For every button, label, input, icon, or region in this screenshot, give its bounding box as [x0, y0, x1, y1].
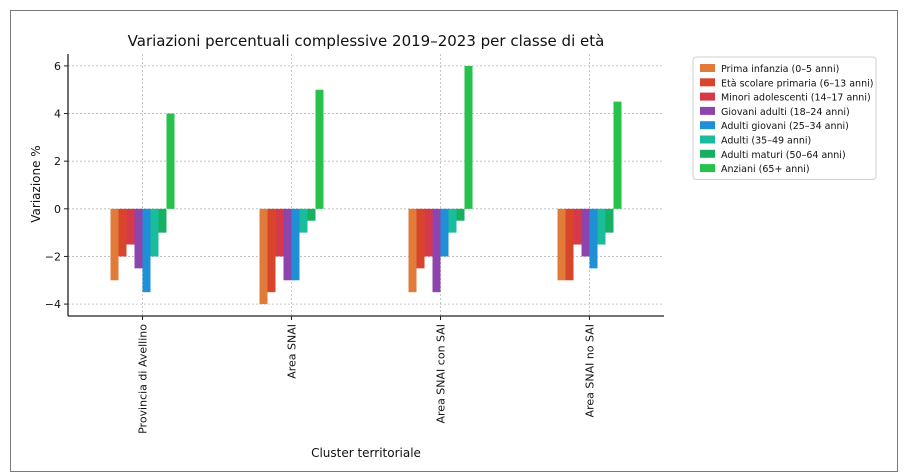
bar	[307, 208, 316, 221]
bar	[613, 101, 622, 209]
x-tick-label: Area SNAI con SAI	[435, 324, 448, 424]
legend-swatch	[700, 78, 715, 87]
bar	[456, 208, 465, 221]
legend-swatch	[700, 149, 715, 158]
y-tick-label: 2	[54, 155, 61, 168]
legend-label: Prima infanzia (0–5 anni)	[721, 64, 839, 75]
bar	[597, 208, 606, 245]
bar	[166, 113, 175, 209]
y-tick-label: −4	[45, 298, 61, 311]
legend-swatch	[700, 106, 715, 115]
legend: Prima infanzia (0–5 anni) Età scolare pri…	[692, 56, 877, 180]
legend-label: Anziani (65+ anni)	[721, 164, 810, 175]
axes	[67, 54, 664, 317]
legend-label: Minori adolescenti (14–17 anni)	[721, 93, 871, 104]
bar	[589, 208, 598, 269]
legend-box	[692, 56, 877, 180]
bar	[416, 208, 425, 269]
bar	[110, 208, 119, 281]
bar	[573, 208, 582, 245]
x-tick-label: Area SNAI	[286, 324, 299, 379]
bar	[432, 208, 441, 293]
legend-label: Adulti (35–49 anni)	[721, 136, 811, 147]
bar	[118, 208, 127, 257]
bar	[267, 208, 276, 293]
y-tick-label: 0	[54, 203, 61, 216]
bar	[408, 208, 417, 293]
legend-swatch	[700, 92, 715, 101]
x-tick-label: Area SNAI no SAI	[584, 324, 597, 417]
x-axis-label: Cluster territoriale	[311, 446, 421, 460]
bar	[126, 208, 135, 245]
bar	[581, 208, 590, 257]
legend-label: Giovani adulti (18–24 anni)	[721, 107, 850, 118]
bar	[464, 65, 473, 209]
bar	[448, 208, 457, 233]
legend-swatch	[700, 135, 715, 144]
y-tick-label: 6	[54, 60, 61, 73]
x-tick-label: Provincia di Avellino	[137, 324, 150, 434]
bar	[259, 208, 268, 305]
legend-label: Adulti giovani (25–34 anni)	[721, 121, 849, 132]
x-categories: Provincia di Avellino Area SNAI Area SNAI …	[137, 316, 597, 434]
legend-label: Età scolare primaria (6–13 anni)	[721, 78, 873, 89]
bar	[291, 208, 300, 281]
bar	[315, 89, 324, 209]
bar	[158, 208, 167, 233]
y-tick-label: 4	[54, 108, 61, 121]
bar	[150, 208, 159, 257]
legend-swatch	[700, 164, 715, 173]
bar	[275, 208, 284, 257]
bar	[142, 208, 151, 293]
bar	[605, 208, 614, 233]
bar	[440, 208, 449, 257]
chart-title: Variazioni percentuali complessive 2019–…	[128, 32, 605, 50]
y-tick-label: −2	[45, 250, 61, 263]
bar	[557, 208, 566, 281]
bar	[283, 208, 292, 281]
y-axis-label: Variazione %	[29, 145, 43, 222]
legend-label: Adulti maturi (50–64 anni)	[721, 150, 846, 161]
bar	[134, 208, 143, 269]
y-ticks: −4 −2 0 2 4 6	[45, 60, 68, 311]
legend-swatch	[700, 64, 715, 72]
bars	[110, 65, 622, 305]
bar	[424, 208, 433, 257]
grid	[68, 54, 664, 316]
legend-swatch	[700, 121, 715, 130]
bar	[299, 208, 308, 233]
bar	[565, 208, 574, 281]
